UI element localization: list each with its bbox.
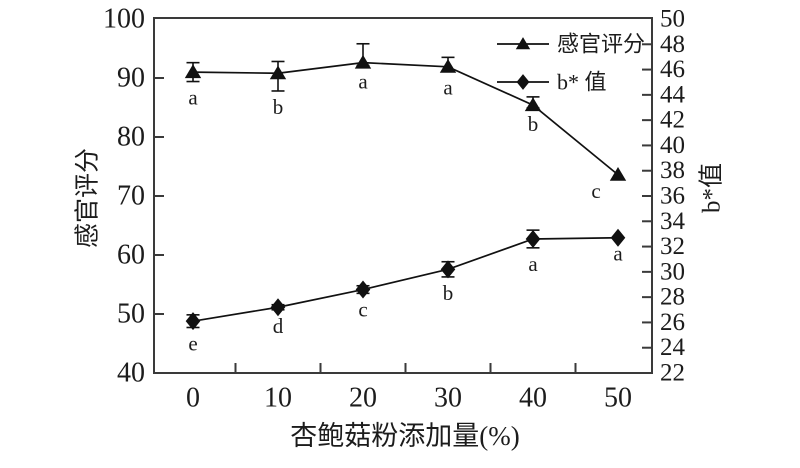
significance-letter: a	[443, 76, 453, 100]
diamond-marker	[610, 228, 626, 247]
legend-label: 感官评分	[557, 32, 645, 57]
left-tick-label: 50	[117, 299, 145, 330]
triangle-marker	[515, 37, 531, 50]
right-tick-label: 28	[660, 284, 685, 311]
right-tick-label: 30	[660, 258, 685, 285]
right-tick-label: 26	[660, 309, 685, 336]
series-line	[192, 61, 619, 176]
left-tick-label: 80	[117, 122, 145, 153]
x-tick-label: 0	[186, 383, 200, 414]
triangle-marker	[184, 64, 202, 79]
series-line	[192, 236, 619, 323]
diamond-marker	[270, 298, 286, 317]
left-tick-label: 70	[117, 181, 145, 212]
x-tick-label: 10	[264, 383, 292, 414]
x-tick-label: 50	[604, 383, 632, 414]
left-tick-label: 60	[117, 240, 145, 271]
triangle-marker	[524, 97, 542, 112]
right-tick-label: 38	[660, 157, 685, 184]
triangle-marker	[439, 58, 457, 73]
significance-letter: d	[273, 314, 284, 338]
legend: 感官评分 b* 值	[497, 32, 645, 95]
diamond-marker	[355, 280, 371, 299]
left-axis-title: 感官评分	[74, 148, 102, 248]
left-tick-label: 100	[103, 4, 145, 35]
legend-item: b* 值	[497, 70, 607, 95]
x-tick-label: 20	[349, 383, 377, 414]
significance-letter: b	[443, 281, 454, 305]
series-b-star-value: e d c b a a	[185, 228, 626, 355]
right-tick-label: 42	[660, 107, 685, 134]
triangle-marker	[609, 166, 627, 181]
right-tick-label: 50	[660, 6, 685, 33]
right-tick-label: 44	[660, 81, 686, 108]
diamond-marker	[516, 74, 530, 90]
x-tick-label: 40	[519, 383, 547, 414]
right-tick-label: 46	[660, 56, 685, 83]
right-axis-title: b*值	[698, 163, 726, 213]
significance-letter: e	[188, 331, 197, 355]
left-tick-label: 40	[117, 358, 145, 389]
right-tick-label: 22	[660, 360, 685, 387]
series-sensory-score: a b a a b c	[184, 42, 627, 203]
x-axis-title: 杏鲍菇粉添加量(%)	[290, 421, 519, 451]
diamond-marker	[185, 312, 201, 331]
significance-letter: a	[188, 86, 198, 110]
left-axis-ticks: 40 50 60 70 80 90 100	[103, 4, 164, 389]
significance-letter: c	[358, 297, 367, 321]
right-tick-label: 24	[660, 334, 686, 361]
right-tick-label: 48	[660, 31, 685, 58]
significance-letter: b	[273, 95, 284, 119]
triangle-marker	[269, 65, 287, 80]
diamond-marker	[525, 229, 541, 248]
right-tick-label: 34	[660, 208, 686, 235]
legend-item: 感官评分	[497, 32, 645, 57]
right-tick-label: 40	[660, 132, 685, 159]
right-tick-label: 36	[660, 183, 685, 210]
triangle-marker	[354, 54, 372, 69]
significance-letter: a	[358, 70, 368, 94]
diamond-marker	[440, 260, 456, 279]
x-axis-ticks: 0 10 20 30 40 50	[186, 363, 632, 414]
significance-letter: a	[528, 252, 538, 276]
significance-letter: a	[613, 242, 623, 266]
x-tick-label: 30	[434, 383, 462, 414]
significance-letter: b	[528, 112, 539, 136]
plot-frame	[153, 17, 653, 374]
right-tick-label: 32	[660, 233, 685, 260]
significance-letter: c	[591, 179, 600, 203]
left-tick-label: 90	[117, 63, 145, 94]
legend-label: b* 值	[557, 70, 607, 95]
